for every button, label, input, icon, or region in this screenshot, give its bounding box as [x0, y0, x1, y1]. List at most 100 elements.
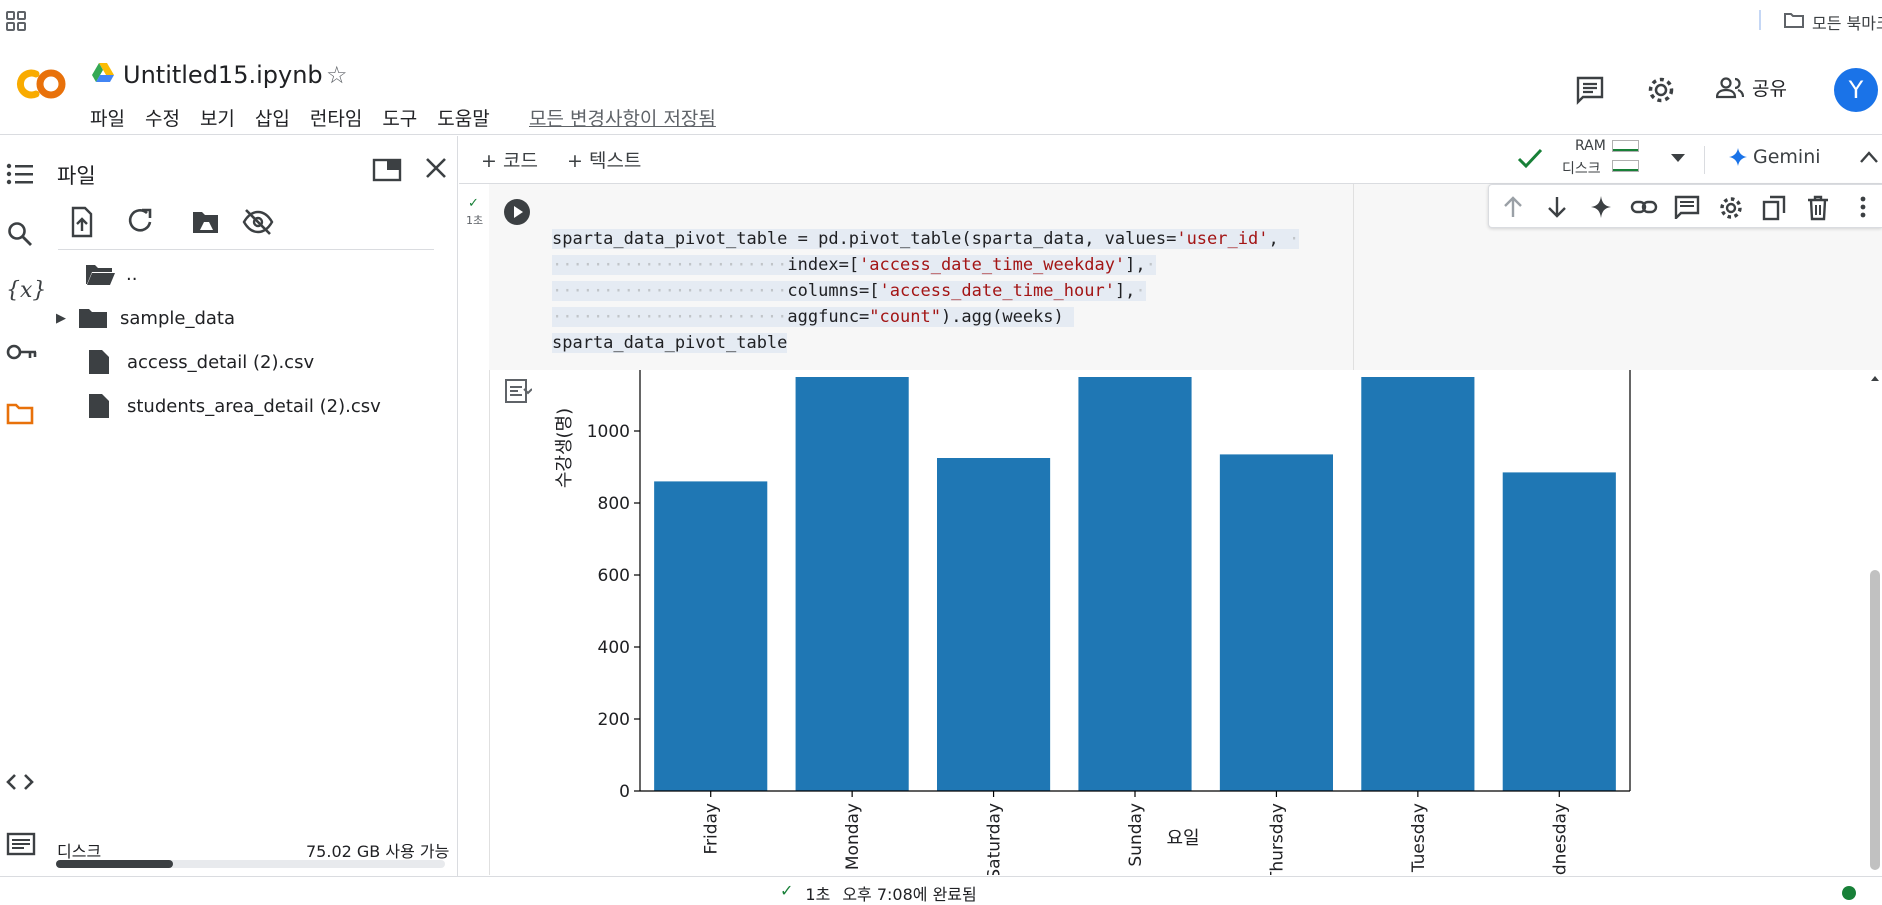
- apps-grid-icon[interactable]: [6, 11, 26, 31]
- disk-usage-mini-bar: [1612, 160, 1639, 172]
- y-tick-label: 800: [598, 494, 630, 514]
- runtime-dropdown-icon[interactable]: [1670, 153, 1686, 163]
- user-avatar[interactable]: Y: [1834, 68, 1878, 112]
- output-scrollbar[interactable]: [1868, 370, 1882, 880]
- code-text: ],: [1114, 281, 1136, 301]
- cell-settings-icon[interactable]: [1718, 195, 1744, 221]
- x-tick-label: Friday: [702, 803, 722, 855]
- close-panel-icon[interactable]: [424, 156, 448, 180]
- mirror-cell-icon[interactable]: [1762, 195, 1786, 221]
- files-panel: 파일 .. ▶: [40, 136, 458, 898]
- bar-tuesday: [1361, 377, 1475, 791]
- disk-available: 75.02 GB 사용 가능: [306, 842, 450, 861]
- share-label: 공유: [1752, 78, 1787, 100]
- people-icon: [1716, 76, 1744, 98]
- connection-status-icon: [1842, 886, 1856, 900]
- status-text[interactable]: ✓ 1초 오후 7:08에 완료됨: [780, 881, 977, 905]
- star-icon[interactable]: ☆: [326, 61, 348, 89]
- collapse-header-icon[interactable]: [1859, 150, 1879, 164]
- share-button[interactable]: 공유: [1716, 74, 1787, 101]
- bar-thursday: [1219, 454, 1333, 791]
- x-tick-label: Monday: [843, 803, 863, 870]
- search-icon[interactable]: [6, 220, 34, 248]
- delete-cell-icon[interactable]: [1807, 195, 1829, 221]
- tree-item-access-detail[interactable]: access_detail (2).csv: [88, 342, 314, 382]
- menu-insert[interactable]: 삽입: [254, 108, 290, 130]
- status-check-icon: ✓: [780, 881, 794, 900]
- bar-chart: Friday Monday Saturday Sunday Thursday Tuesda…: [554, 370, 1631, 875]
- files-panel-title: 파일: [57, 164, 96, 188]
- table-of-contents-icon[interactable]: [6, 162, 34, 186]
- code-string: "count": [869, 307, 941, 327]
- code-string: 'user_id': [1176, 229, 1269, 249]
- menu-runtime[interactable]: 런타임: [309, 108, 363, 130]
- terminal-icon[interactable]: [6, 832, 36, 856]
- bookmark-folder-icon[interactable]: [1783, 10, 1805, 30]
- mount-drive-icon[interactable]: [193, 212, 218, 233]
- hide-files-icon[interactable]: [242, 209, 274, 235]
- tree-item-students-area[interactable]: students_area_detail (2).csv: [88, 386, 381, 426]
- code-editor[interactable]: sparta_data_pivot_table = pd.pivot_table…: [552, 229, 1300, 353]
- folder-open-icon: [86, 265, 115, 285]
- cell-toolbar: [1488, 184, 1882, 228]
- open-in-tab-icon[interactable]: [372, 158, 402, 182]
- menu-file[interactable]: 파일: [90, 108, 125, 130]
- comment-icon[interactable]: [1575, 75, 1605, 105]
- y-tick-label: 600: [598, 566, 630, 586]
- gemini-cell-icon[interactable]: [1590, 195, 1612, 219]
- bookmark-separator: [1759, 10, 1761, 30]
- move-up-icon[interactable]: [1502, 195, 1524, 219]
- notebook-title[interactable]: Untitled15.ipynb: [123, 61, 323, 89]
- google-drive-icon[interactable]: [92, 62, 114, 82]
- cell-gutter: ✓ 1초: [459, 184, 489, 898]
- code-text: index=[: [787, 255, 860, 275]
- output-actions-icon[interactable]: [504, 378, 532, 404]
- menu-view[interactable]: 보기: [199, 108, 235, 130]
- tree-item-sample-data[interactable]: ▶ sample_data: [56, 298, 235, 338]
- menu-tools[interactable]: 도구: [382, 108, 418, 130]
- more-options-icon[interactable]: [1859, 195, 1867, 219]
- x-tick-label: Saturday: [985, 803, 1005, 875]
- expand-arrow-icon[interactable]: ▶: [56, 310, 66, 326]
- disk-usage-fill: [56, 860, 173, 868]
- bar-sunday: [1078, 377, 1192, 791]
- menu-edit[interactable]: 수정: [144, 108, 180, 130]
- file-icon: [89, 350, 109, 374]
- cell-output: Friday Monday Saturday Sunday Thursday Tuesda…: [489, 370, 1869, 875]
- save-status[interactable]: 모든 변경사항이 저장됨: [529, 108, 716, 130]
- disk-usage-bar: [56, 860, 445, 868]
- cell-comment-icon[interactable]: [1674, 195, 1700, 219]
- gemini-button[interactable]: Gemini: [1729, 146, 1821, 168]
- cell-exec-time: 1초: [466, 214, 484, 227]
- secrets-key-icon[interactable]: [6, 342, 38, 362]
- x-axis-label: 요일: [1166, 828, 1199, 849]
- files-folder-icon[interactable]: [6, 402, 34, 426]
- run-cell-button[interactable]: [503, 198, 531, 226]
- bookmark-bar: 모든 북마크: [0, 0, 1882, 40]
- refresh-icon[interactable]: [128, 208, 152, 232]
- file-icon: [89, 394, 109, 418]
- cell-success-check-icon: ✓: [468, 196, 479, 211]
- variables-icon[interactable]: {x}: [6, 278, 47, 303]
- add-code-button[interactable]: + 코드: [481, 150, 538, 172]
- menu-help[interactable]: 도움말: [437, 108, 490, 130]
- code-snippets-icon[interactable]: [6, 772, 34, 792]
- left-rail: {x}: [0, 136, 46, 898]
- menu-bar: 파일 수정 보기 삽입 런타임 도구 도움말: [90, 104, 510, 131]
- upload-file-icon[interactable]: [71, 206, 93, 238]
- connected-check-icon[interactable]: [1517, 147, 1543, 169]
- disk-label: 디스크: [57, 842, 102, 861]
- link-icon[interactable]: [1630, 195, 1658, 219]
- ram-label: RAM: [1575, 138, 1606, 154]
- status-bar: ✓ 1초 오후 7:08에 완료됨: [0, 876, 1882, 904]
- tree-item-parent[interactable]: ..: [84, 254, 137, 294]
- move-down-icon[interactable]: [1546, 195, 1568, 219]
- all-bookmarks-link[interactable]: 모든 북마크: [1812, 14, 1882, 33]
- toolbar-separator: [1704, 146, 1705, 174]
- colab-logo-icon[interactable]: [10, 65, 70, 103]
- add-text-button[interactable]: + 텍스트: [567, 150, 642, 172]
- files-toolbar: [70, 206, 290, 238]
- bar-monday: [795, 377, 909, 791]
- settings-gear-icon[interactable]: [1646, 75, 1676, 105]
- code-string: 'access_date_time_hour': [879, 281, 1115, 301]
